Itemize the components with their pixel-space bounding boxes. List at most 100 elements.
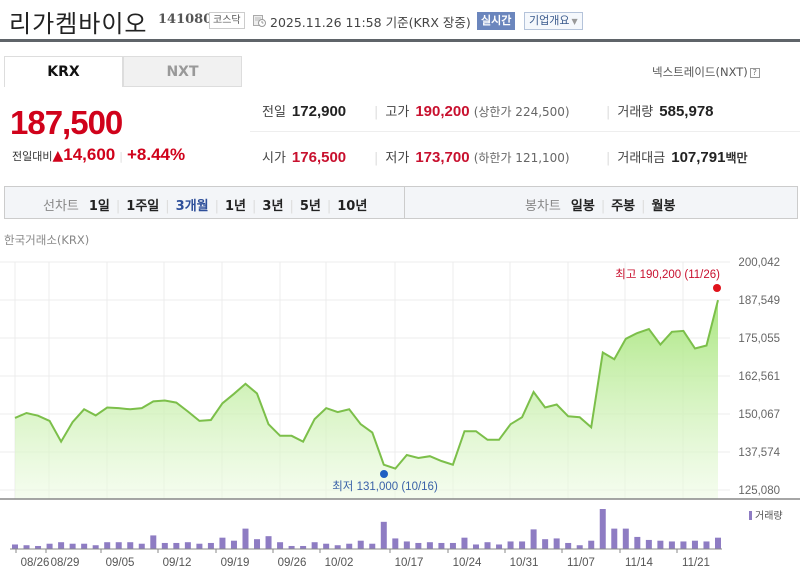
divider: |: [214, 199, 220, 214]
current-price: 187,500: [10, 104, 123, 141]
stat-prev-close: 전일 172,900: [262, 101, 346, 120]
stat-note: (상한가 224,500): [473, 105, 570, 119]
low-marker: [380, 470, 388, 478]
stat-label: 시가: [262, 151, 286, 166]
nxt-link-label: 넥스트레이드(NXT): [652, 65, 748, 79]
svg-text:09/26: 09/26: [278, 557, 307, 569]
divider: |: [165, 199, 170, 214]
svg-text:137,574: 137,574: [738, 447, 780, 459]
candle-chart-label: 봉차트: [525, 199, 561, 214]
period-3y[interactable]: 3년: [262, 199, 284, 214]
stat-trade-value: | 거래대금 107,791백만: [606, 147, 748, 166]
price-area: [15, 300, 718, 499]
svg-text:09/19: 09/19: [221, 557, 250, 569]
change-percent: +8.44%: [126, 145, 186, 164]
tab-krx[interactable]: KRX: [4, 56, 123, 87]
high-annotation: 최고 190,200 (11/26): [615, 268, 720, 281]
divider: |: [252, 199, 257, 214]
svg-text:11/21: 11/21: [682, 557, 710, 569]
candle-chart-periods: 봉차트 일봉 | 주봉 | 월봉: [525, 195, 675, 214]
svg-text:125,080: 125,080: [738, 485, 780, 497]
company-overview-button[interactable]: 기업개요 ▼: [524, 12, 583, 30]
y-axis: 200,042 187,549 175,055 162,561 150,067 137,5…: [738, 257, 780, 497]
divider: |: [289, 199, 294, 214]
stat-high: | 고가 190,200 (상한가 224,500): [374, 101, 570, 120]
svg-text:10/02: 10/02: [325, 557, 354, 569]
divider: |: [326, 199, 332, 214]
clock-icon: [253, 15, 266, 27]
basis-text: 기준(KRX 장중): [385, 15, 471, 30]
stat-value: 107,791: [671, 149, 726, 166]
stat-value: 176,500: [291, 149, 347, 166]
chart-period-bar: 선차트 1일 | 1주일 | 3개월 | 1년 | 3년 | 5년 | 10년 봉차트 일봉 | 주봉 | 월봉: [4, 186, 798, 219]
x-axis: 08/26 08/29 09/05 09/12 09/19 09/26 10/02 10/17…: [15, 549, 710, 569]
stat-open: 시가 176,500: [262, 147, 346, 166]
period-5y[interactable]: 5년: [299, 199, 321, 214]
divider: |: [374, 151, 379, 166]
svg-text:200,042: 200,042: [738, 257, 780, 269]
svg-text:10/31: 10/31: [510, 557, 539, 569]
datetime: 2025.11.26 11:58 기준(KRX 장중): [270, 12, 471, 31]
change-label: 전일대비: [12, 150, 53, 163]
market-badge: 코스닥: [209, 12, 245, 29]
stock-header: 리가켐바이오 141080 코스닥 2025.11.26 11:58 기준(KR…: [0, 0, 800, 42]
divider: |: [641, 199, 646, 214]
divider: |: [119, 150, 123, 163]
candle-monthly[interactable]: 월봉: [651, 199, 676, 214]
svg-text:150,067: 150,067: [738, 409, 780, 421]
stat-label: 전일: [262, 105, 286, 120]
chevron-down-icon: ▼: [571, 17, 578, 26]
stat-value: 585,978: [659, 103, 714, 120]
nxt-info-link[interactable]: 넥스트레이드(NXT)?: [652, 64, 760, 80]
realtime-badge[interactable]: 실시간: [477, 12, 516, 30]
line-chart-label: 선차트: [43, 199, 79, 214]
period-10y[interactable]: 10년: [337, 199, 368, 214]
tab-nxt[interactable]: NXT: [123, 56, 242, 87]
divider: |: [606, 105, 611, 120]
up-triangle-icon: ▲: [52, 148, 64, 164]
company-overview-label: 기업개요: [529, 14, 570, 27]
low-annotation: 최저 131,000 (10/16): [332, 480, 438, 493]
svg-text:187,549: 187,549: [738, 295, 780, 307]
help-icon[interactable]: ?: [749, 67, 760, 78]
stock-code: 141080: [158, 12, 213, 27]
exchange-label: 한국거래소(KRX): [4, 233, 90, 247]
stats-row-2: 시가 176,500 | 저가 173,700 (하한가 121,100) | 거래대금…: [250, 134, 800, 178]
period-1y[interactable]: 1년: [225, 199, 247, 214]
period-1d[interactable]: 1일: [88, 199, 110, 214]
period-divider: [404, 187, 405, 218]
line-chart-periods: 선차트 1일 | 1주일 | 3개월 | 1년 | 3년 | 5년 | 10년: [43, 195, 367, 214]
divider: |: [374, 105, 379, 120]
high-marker: [713, 284, 721, 292]
period-1w[interactable]: 1주일: [126, 199, 160, 214]
svg-text:10/17: 10/17: [395, 557, 424, 569]
candle-weekly[interactable]: 주봉: [611, 199, 636, 214]
svg-text:162,561: 162,561: [738, 371, 780, 383]
stat-value: 173,700: [415, 149, 470, 166]
volume-legend-icon: [749, 511, 752, 520]
stat-label: 고가: [385, 105, 410, 120]
svg-text:11/14: 11/14: [625, 557, 654, 569]
svg-text:08/26: 08/26: [21, 557, 50, 569]
period-3m[interactable]: 3개월: [175, 199, 209, 214]
stat-note: (하한가 121,100): [473, 151, 570, 165]
stock-name: 리가켐바이오: [9, 10, 148, 38]
stat-value: 190,200: [415, 103, 470, 120]
divider: |: [600, 199, 606, 214]
price-chart[interactable]: 200,042 187,549 175,055 162,561 150,067 137,5…: [0, 250, 800, 584]
stat-volume: | 거래량 585,978: [606, 101, 714, 120]
svg-text:11/07: 11/07: [567, 557, 595, 569]
divider: |: [115, 199, 121, 214]
datetime-value: 2025.11.26 11:58: [270, 15, 382, 30]
price-change: 전일대비▲14,600 | +8.44%: [12, 145, 185, 165]
svg-text:08/29: 08/29: [51, 557, 80, 569]
candle-daily[interactable]: 일봉: [570, 199, 595, 214]
change-amount: 14,600: [63, 145, 116, 164]
divider: |: [606, 151, 611, 166]
stat-label: 저가: [385, 151, 410, 166]
stat-label: 거래대금: [617, 151, 666, 166]
svg-text:09/12: 09/12: [163, 557, 192, 569]
price-line: [14, 299, 719, 470]
volume-bars: [12, 509, 721, 549]
svg-text:175,055: 175,055: [738, 333, 780, 345]
